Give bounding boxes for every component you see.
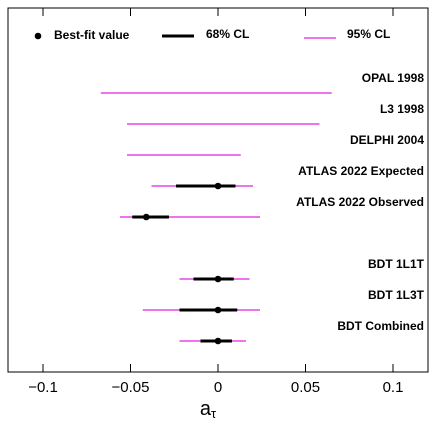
row-label: BDT Combined xyxy=(337,319,424,333)
row-label: L3 1998 xyxy=(380,102,424,116)
best-fit-point xyxy=(214,337,222,345)
best-fit-point xyxy=(142,213,150,221)
row-label: ATLAS 2022 Expected xyxy=(298,164,424,178)
x-label-sub: τ xyxy=(211,406,217,421)
x-axis-label: aτ xyxy=(200,398,217,421)
best-fit-point xyxy=(214,306,222,314)
x-tick-label: 0 xyxy=(214,379,222,396)
row-label: OPAL 1998 xyxy=(362,71,425,85)
legend-text: 68% CL xyxy=(206,27,249,41)
x-label-main: a xyxy=(200,398,212,420)
row-label: DELPHI 2004 xyxy=(350,133,424,147)
legend-text: 95% CL xyxy=(347,27,390,41)
legend-marker xyxy=(34,32,42,40)
x-tick-label: −0.05 xyxy=(112,379,150,396)
legend-text: Best-fit value xyxy=(54,28,130,42)
x-tick-label: −0.1 xyxy=(28,379,58,396)
row-label: BDT 1L3T xyxy=(368,288,425,302)
x-tick-label: 0.1 xyxy=(383,379,404,396)
best-fit-point xyxy=(214,182,222,190)
x-tick-label: 0.05 xyxy=(291,379,320,396)
row-label: BDT 1L1T xyxy=(368,257,425,271)
best-fit-point xyxy=(214,275,222,283)
row-label: ATLAS 2022 Observed xyxy=(296,195,424,209)
plot-frame xyxy=(7,7,429,373)
